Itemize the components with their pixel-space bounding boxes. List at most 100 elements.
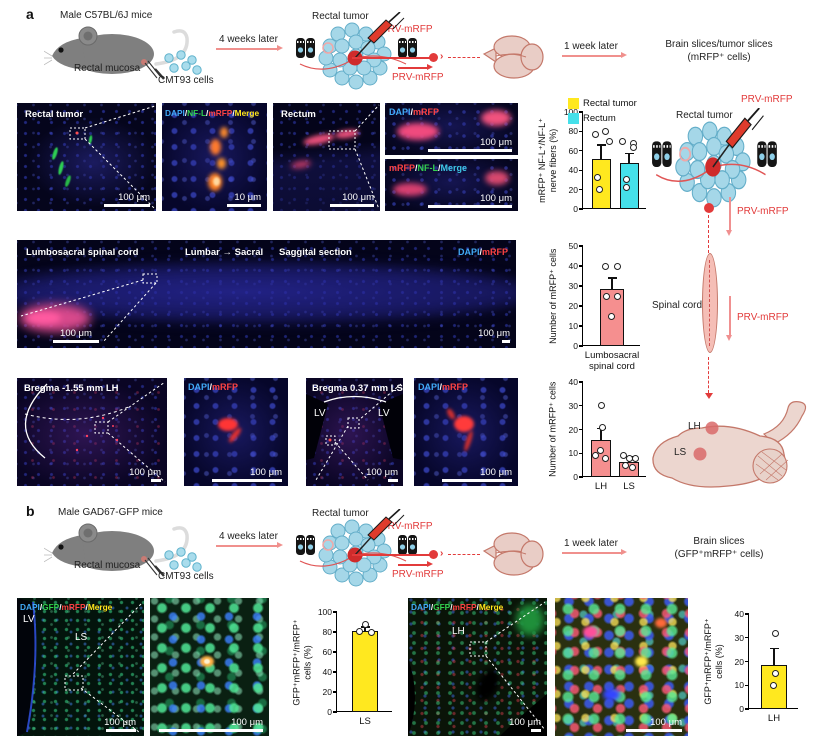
axis-tick	[578, 428, 583, 431]
scale-text: 100 μm	[129, 466, 161, 478]
cells-label-b: CMT93 cells	[158, 571, 214, 582]
prv-bottom-label-a: PRV-mRFP	[392, 72, 444, 83]
stain-blob	[218, 418, 238, 431]
micrograph-lh-zoom: DAPI/mRFP 100 μm	[184, 378, 288, 486]
pathway-dashed-line-2	[708, 357, 709, 393]
virus-dot-b	[429, 550, 438, 559]
channel-label: DAPI	[457, 247, 480, 257]
tick-label: 60	[568, 145, 578, 156]
transport-dashes-a	[448, 57, 480, 58]
lv-left-label: LV	[314, 408, 326, 419]
axis-tick	[578, 452, 583, 454]
channel-label: DAPI	[188, 382, 210, 392]
scale-bar: 100 μm	[330, 192, 374, 207]
scale-text: 100 μm	[231, 716, 263, 728]
transport-line-b	[352, 554, 432, 556]
axis-tick	[578, 189, 583, 191]
pathway-lh-label: LH	[688, 421, 701, 432]
stain-blob	[213, 177, 220, 186]
chart-gad-ls-pct: 0 20 40 60 80 100 LS GFP⁺mRFP⁺/mRFP⁺ cells (%)	[282, 598, 412, 740]
tick-label: 30	[568, 400, 578, 411]
scale-line	[531, 728, 541, 732]
scale-text: 100 μm	[366, 466, 398, 478]
result-label-b2: (GFP⁺mRFP⁺ cells)	[674, 549, 764, 560]
pathway-dashed-line-1	[708, 215, 709, 253]
tick-label: 0	[573, 204, 578, 214]
data-point	[591, 452, 599, 460]
stain-blob	[454, 416, 474, 432]
scale-bar: 100 μm	[626, 717, 682, 732]
stain-blob	[393, 183, 427, 196]
step2-label-b: 1 week later	[564, 538, 618, 549]
chart-plot: 0 10 20 30 40 LH LS	[569, 377, 646, 492]
axis-tick	[332, 611, 337, 613]
scale-line	[626, 728, 682, 732]
zoom-annotation	[69, 105, 156, 210]
tick-label: 10	[568, 321, 578, 331]
scale-line	[330, 203, 374, 207]
micrograph-rectum: Rectum 100 μm	[273, 103, 380, 211]
data-point	[591, 130, 599, 138]
channel-label: mRFP	[389, 163, 416, 173]
zoom-annotation	[328, 104, 380, 210]
data-point	[631, 454, 639, 462]
axis-tick	[332, 691, 337, 693]
tick-label: 40	[734, 609, 744, 619]
transport-line-a	[352, 57, 432, 59]
error-bar	[611, 278, 613, 289]
data-point	[628, 464, 636, 471]
axis-tick	[578, 169, 583, 171]
scale-bar: 100 μm	[159, 716, 263, 732]
data-point	[613, 292, 621, 300]
stain-blob	[204, 659, 210, 664]
legend-entry: Rectum	[568, 111, 637, 126]
channel-label: mRFP	[452, 602, 477, 612]
pathway-ls-label: LS	[674, 447, 687, 458]
micrograph-rectum-zoom-top: DAPI/mRFP 100 μm	[385, 103, 518, 155]
sagittal-brain-illustration	[652, 401, 807, 488]
axis-tick	[744, 684, 749, 686]
tick-label: 100	[563, 107, 578, 117]
prv-direction-arrow-b	[398, 561, 433, 567]
error-bar-cap	[607, 277, 617, 279]
data-point	[602, 292, 610, 300]
tick-label: 20	[734, 656, 744, 667]
tick-label: 40	[322, 667, 332, 677]
channel-labels: DAPI/GFP/mRFP/Merge	[411, 602, 504, 612]
channel-label: Merge	[440, 163, 468, 173]
bar	[591, 158, 611, 209]
axis-tick	[578, 208, 583, 210]
stain-blob	[27, 312, 61, 324]
category-label: Lumbosacral spinal cord	[584, 350, 640, 372]
zoom-annotation	[17, 598, 142, 736]
stain-blob	[217, 158, 226, 169]
legend-entry: Rectal tumor	[568, 96, 637, 111]
y-axis-label: Number of mRFP⁺ cells	[547, 381, 558, 478]
tick-label: 0	[739, 704, 744, 714]
scale-line	[502, 339, 510, 343]
injection-site-label-b: Rectal mucosa	[74, 560, 141, 571]
pathway-spinal-label: Spinal cord	[652, 300, 703, 311]
error-bar-cap	[769, 647, 779, 650]
y-axis-label: GFP⁺mRFP⁺/mRFP⁺ cells (%)	[291, 618, 312, 706]
error-bar	[628, 153, 630, 164]
data-point	[622, 176, 630, 184]
stain-blob	[485, 171, 509, 185]
y-axis-label: Number of mRFP⁺ cells	[547, 248, 558, 344]
scale-text: 100 μm	[250, 466, 282, 478]
channel-label: DAPI	[165, 108, 185, 118]
micrograph-title: Rectal tumor	[25, 109, 84, 120]
result-label-a1: Brain slices/tumor slices	[665, 39, 773, 50]
axis-tick	[578, 381, 583, 383]
chart-gad-lh-pct: 0 10 20 30 40 LH GFP⁺mRFP⁺/mRFP⁺ cells (%)	[690, 598, 816, 740]
micrograph-ls-zoom: DAPI/mRFP 100 μm	[414, 378, 518, 486]
channel-label: Merge	[234, 108, 260, 118]
scale-line	[159, 728, 263, 732]
chart-legend: Rectal tumor Rectum	[568, 96, 637, 126]
stain-blob	[397, 123, 439, 140]
channel-label: NF-L	[417, 163, 439, 173]
micrograph-title: Rectum	[281, 109, 316, 120]
stain-blob	[635, 656, 648, 667]
tick-label: 40	[568, 261, 578, 271]
axis-tick	[744, 637, 749, 639]
